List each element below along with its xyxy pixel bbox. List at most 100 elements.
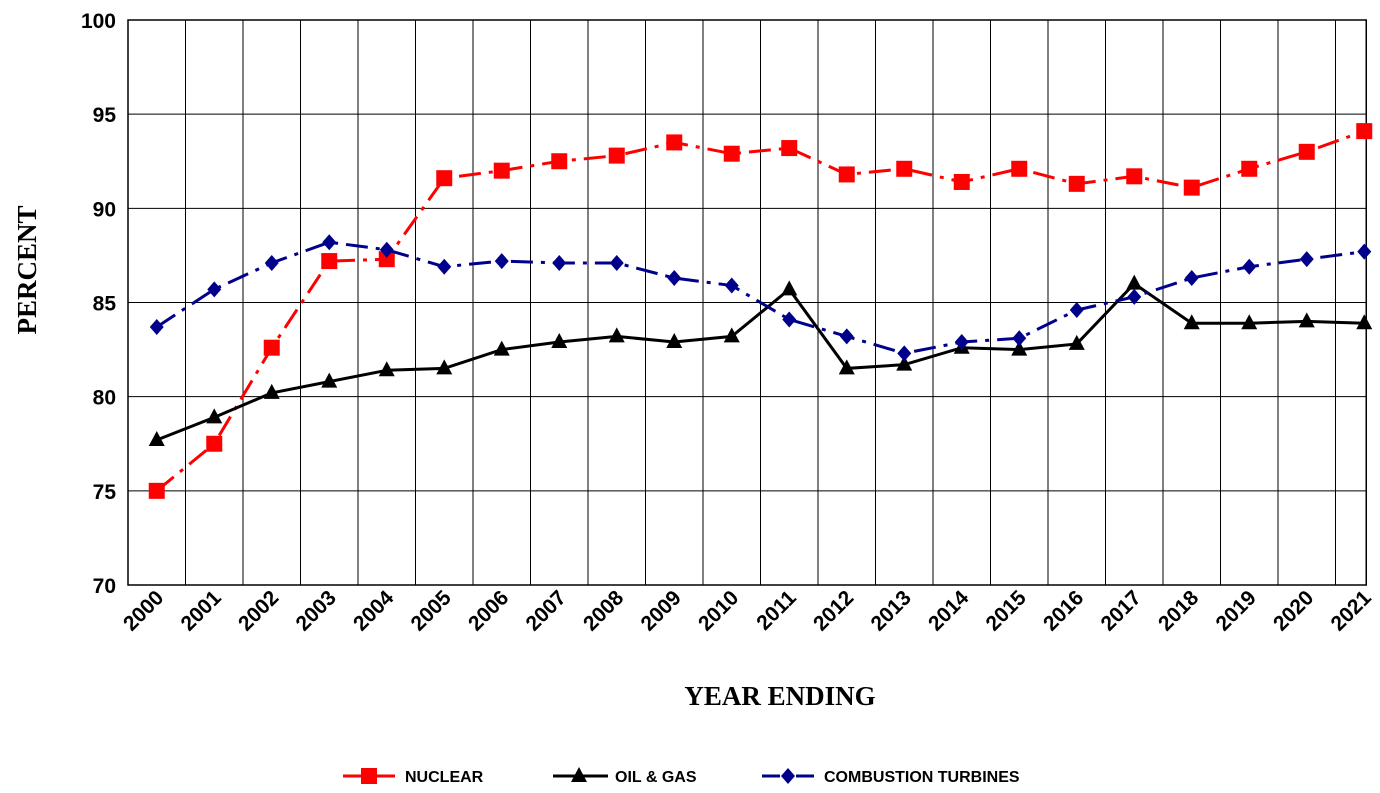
point: [1298, 312, 1315, 328]
point: [1126, 168, 1143, 185]
y-tick-label: 80: [93, 387, 116, 410]
point: [1127, 288, 1142, 305]
x-tick-label: 2011: [752, 586, 801, 635]
x-tick-label: 2007: [521, 586, 570, 635]
series-line: [156, 281, 1365, 442]
point: [666, 333, 683, 349]
point: [1069, 302, 1084, 319]
point: [896, 355, 913, 371]
point: [1011, 160, 1028, 177]
point: [436, 359, 453, 375]
point: [954, 334, 969, 351]
point: [1241, 160, 1258, 177]
point: [378, 361, 395, 377]
legend-label: OIL & GAS: [615, 769, 697, 786]
point: [723, 145, 740, 162]
x-tick-label: 2002: [234, 586, 283, 635]
point: [493, 340, 510, 356]
point: [321, 372, 338, 388]
point: [839, 328, 854, 345]
y-tick-label: 95: [93, 104, 117, 127]
point: [379, 241, 394, 258]
point: [1183, 179, 1200, 196]
x-tick-label: 2016: [1039, 586, 1088, 635]
point: [1068, 175, 1085, 192]
y-tick-label: 70: [93, 575, 116, 598]
point: [609, 254, 624, 271]
x-tick-label: 2005: [406, 586, 456, 636]
point: [207, 281, 222, 298]
point: [1356, 314, 1373, 330]
x-tick-label: 2014: [924, 586, 974, 636]
point: [148, 430, 165, 446]
x-tick-label: 2004: [349, 586, 399, 636]
point: [1356, 123, 1373, 140]
x-tick-label: 2012: [809, 586, 858, 635]
point: [263, 339, 280, 356]
point: [1298, 143, 1315, 160]
x-tick-label: 2018: [1154, 586, 1204, 636]
point: [322, 234, 337, 251]
point: [436, 170, 453, 187]
point: [1242, 258, 1257, 275]
point: [1012, 330, 1027, 347]
x-tick-label: 2000: [119, 586, 168, 635]
point: [264, 254, 279, 271]
x-tick-label: 2015: [981, 586, 1031, 636]
legend-marker: [571, 767, 587, 782]
plot-frame: [127, 19, 1367, 586]
point: [608, 147, 625, 164]
point: [1299, 251, 1314, 268]
point: [1126, 274, 1143, 290]
y-tick-label: 100: [81, 10, 116, 33]
point: [782, 311, 797, 328]
point: [953, 173, 970, 190]
point: [551, 333, 568, 349]
x-axis-title: YEAR ENDING: [684, 681, 875, 711]
point: [206, 435, 223, 452]
y-tick-label: 75: [93, 481, 117, 504]
point: [206, 408, 223, 424]
point: [724, 277, 739, 294]
y-axis-title: PERCENT: [12, 205, 42, 334]
point: [149, 318, 164, 335]
point: [1357, 243, 1372, 260]
x-tick-label: 2013: [866, 586, 915, 635]
point: [437, 258, 452, 275]
point: [263, 383, 280, 399]
x-tick-label: 2009: [636, 586, 685, 635]
x-tick-label: 2021: [1326, 586, 1376, 636]
x-tick-label: 2010: [694, 586, 743, 635]
legend-marker: [781, 768, 795, 784]
point: [1241, 314, 1258, 330]
point: [897, 345, 912, 362]
point: [493, 162, 510, 179]
x-tick-label: 2003: [291, 586, 340, 635]
point: [1184, 270, 1199, 287]
x-tick-label: 2008: [579, 586, 629, 636]
x-tick-label: 2017: [1096, 586, 1145, 635]
legend-label: COMBUSTION TURBINES: [824, 769, 1020, 786]
point: [608, 327, 625, 343]
point: [148, 482, 165, 499]
point: [838, 359, 855, 375]
point: [494, 253, 509, 270]
x-tick-label: 2019: [1211, 586, 1260, 635]
y-tick-label: 85: [93, 293, 117, 316]
point: [838, 166, 855, 183]
point: [667, 270, 682, 287]
y-tick-label: 90: [93, 198, 116, 221]
point: [1011, 340, 1028, 356]
x-tick-label: 2020: [1269, 586, 1318, 635]
point: [552, 254, 567, 271]
point: [1183, 314, 1200, 330]
series-line: [155, 129, 1365, 492]
point: [378, 251, 395, 268]
point: [781, 280, 798, 296]
series-line: [155, 240, 1365, 355]
point: [1068, 334, 1085, 350]
point: [781, 140, 798, 157]
legend-label: NUCLEAR: [405, 769, 484, 786]
point: [321, 253, 338, 270]
point: [896, 160, 913, 177]
